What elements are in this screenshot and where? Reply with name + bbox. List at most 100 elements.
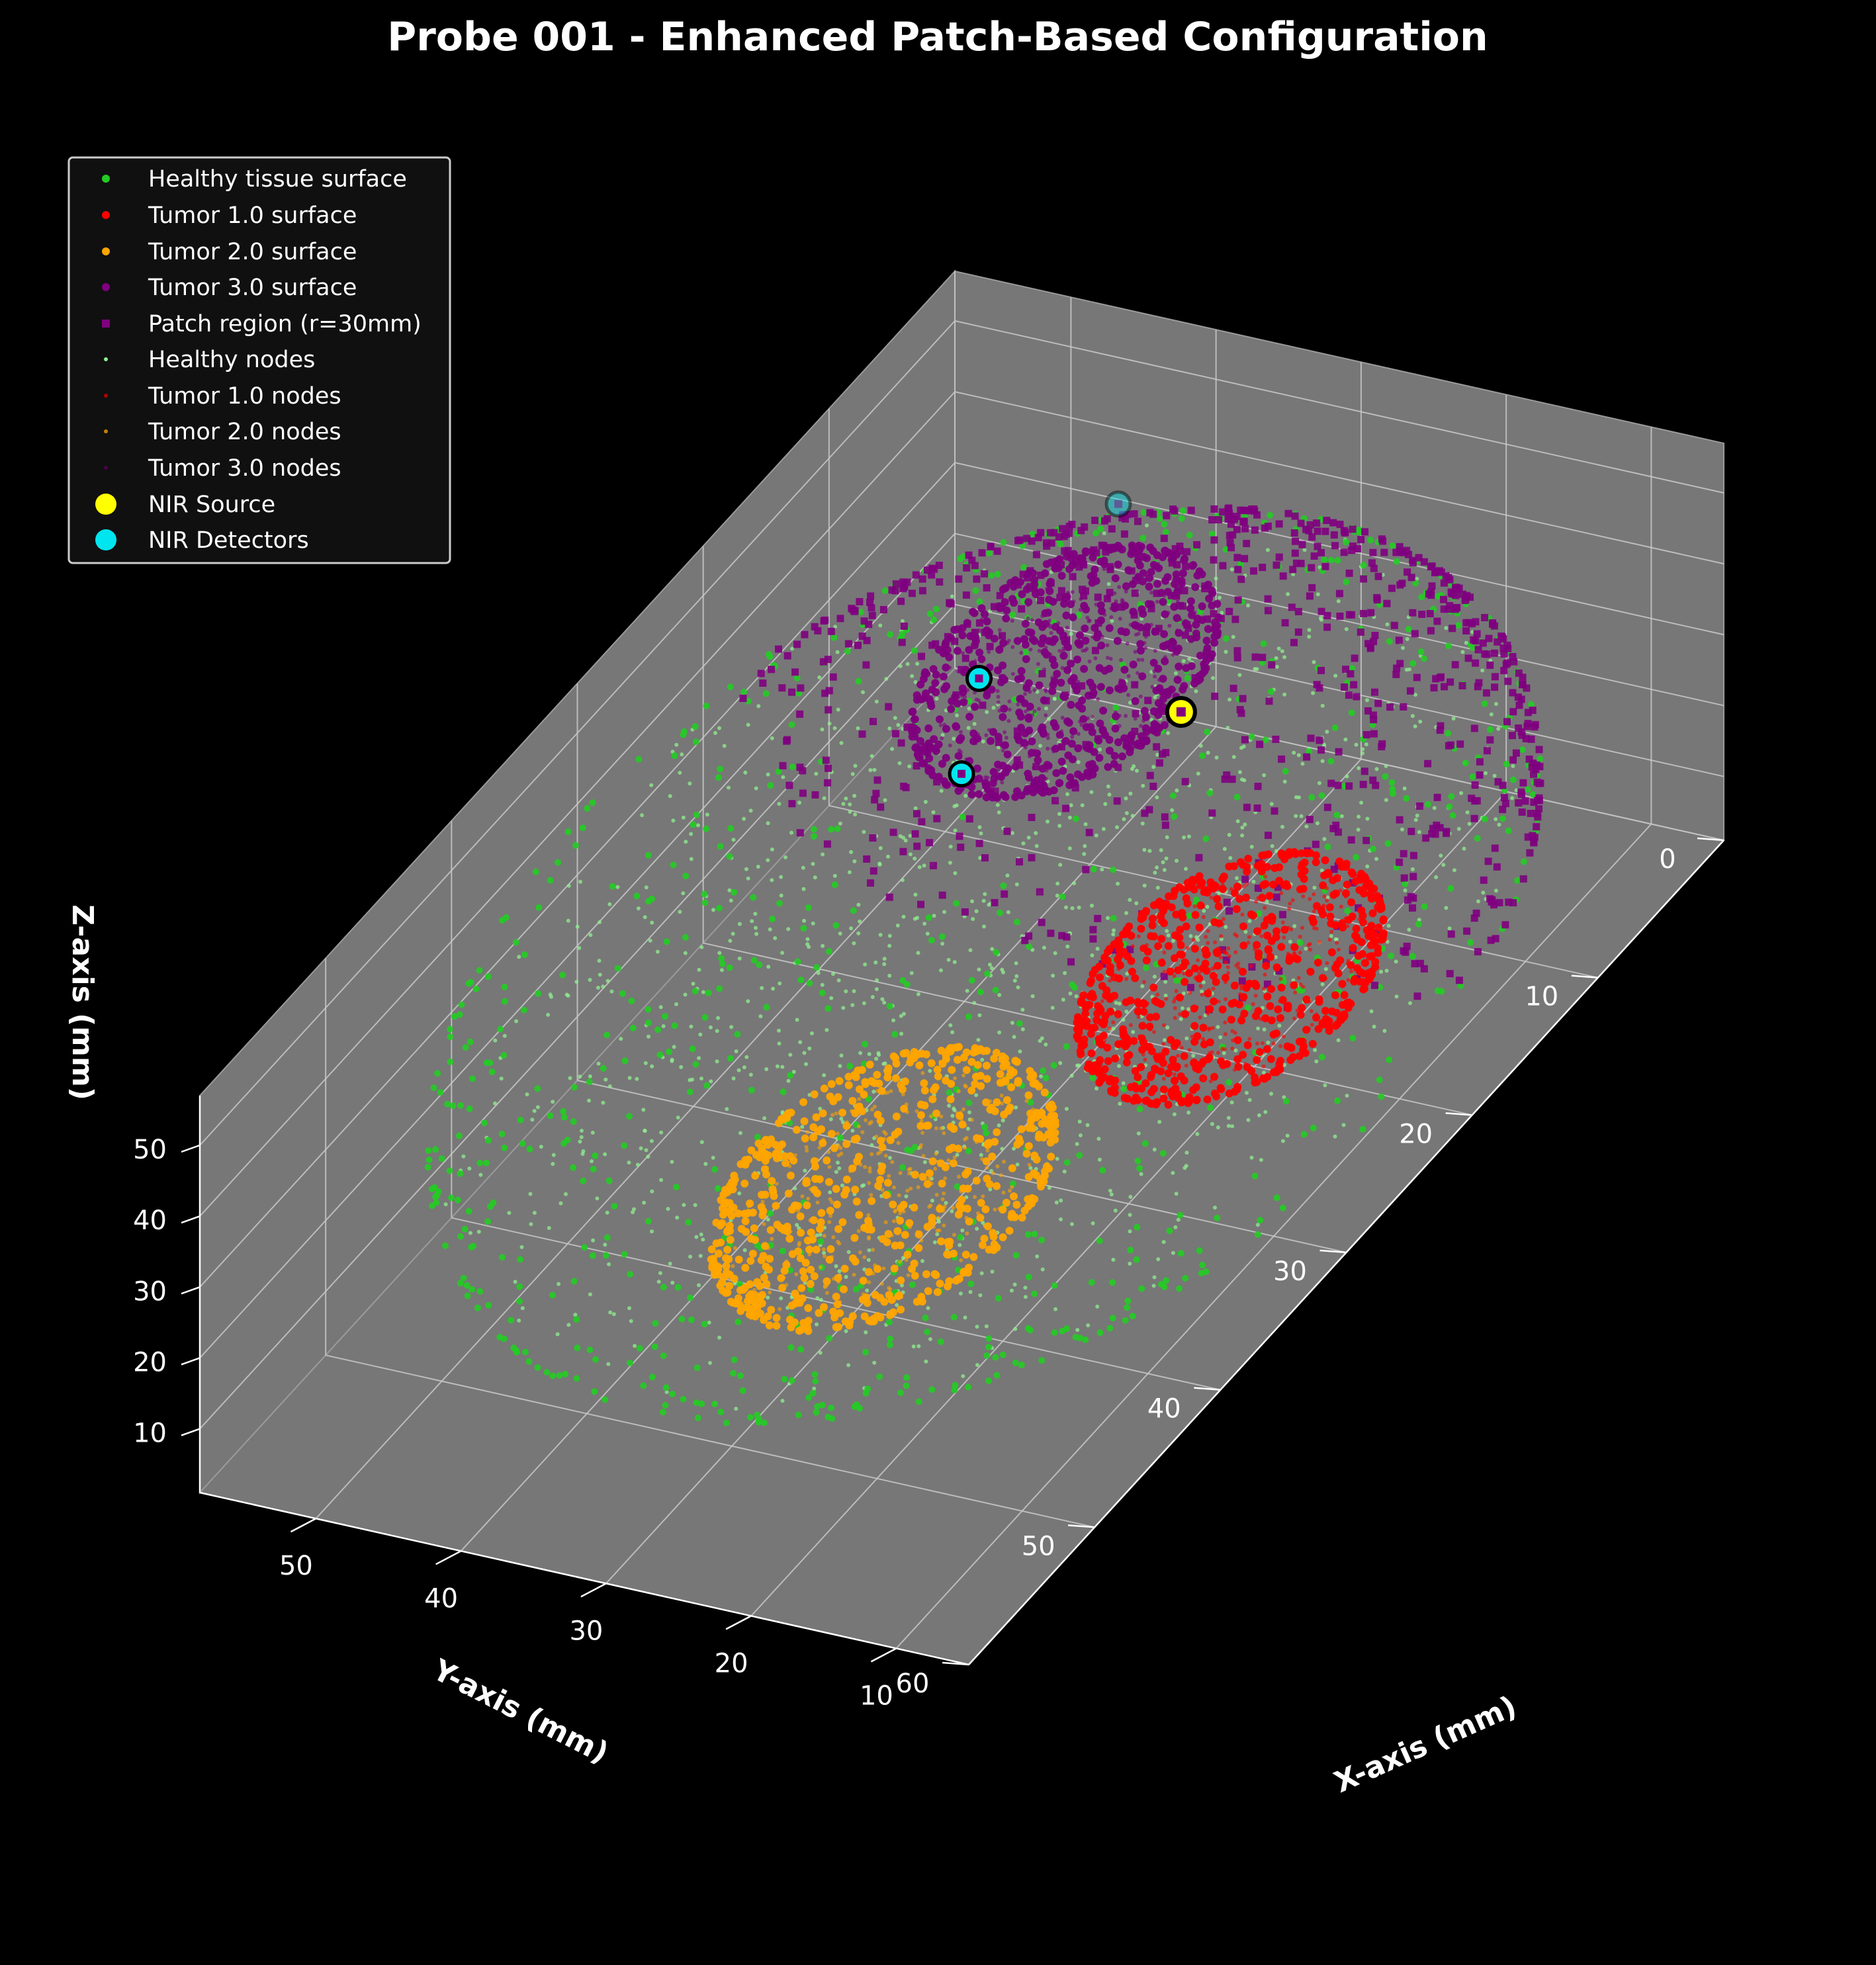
patch-region-point [1456,740,1464,748]
tumor-surface-point [933,1065,942,1074]
healthy-node-point [670,1160,674,1164]
patch-region-point [1058,932,1066,939]
tumor-surface-point [936,1280,944,1288]
tumor-surface-point [803,1323,811,1331]
healthy-node-point [588,1074,592,1078]
healthy-surface-point [1405,626,1412,633]
healthy-surface-point [1122,1317,1129,1324]
healthy-node-point [1091,1221,1095,1225]
healthy-node-point [1316,821,1319,826]
patch-region-point [1530,838,1538,846]
healthy-node-point [1434,875,1439,879]
tumor-node-point [1251,1002,1255,1006]
tumor-node-point [1161,1041,1166,1046]
tumor-surface-point [1351,932,1359,940]
healthy-node-point [1320,703,1325,708]
tumor-surface-point [1240,1010,1249,1018]
healthy-node-point [898,664,903,668]
healthy-surface-point [928,937,935,944]
healthy-node-point [1194,689,1198,693]
tumor-surface-point [1094,736,1103,745]
healthy-node-point [1175,788,1179,793]
healthy-surface-point [1171,813,1178,820]
healthy-surface-point [828,1405,835,1411]
healthy-node-point [963,1315,967,1320]
tumor-surface-point [1263,992,1272,1001]
healthy-surface-point [983,1352,991,1359]
tumor-node-point [1213,940,1218,945]
healthy-node-point [815,1296,820,1301]
tumor-node-point [1338,889,1343,893]
tumor-node-point [934,1152,938,1156]
healthy-surface-point [1262,736,1269,744]
patch-region-point [1348,546,1355,554]
healthy-surface-point [484,1218,492,1225]
healthy-node-point [878,846,883,850]
patch-region-point [1463,927,1471,935]
healthy-surface-point [652,1320,659,1327]
tumor-surface-point [967,1058,976,1066]
patch-region-point [1226,509,1233,517]
tumor-node-point [1172,974,1177,979]
healthy-node-point [461,1154,466,1158]
healthy-surface-point [602,1252,609,1259]
healthy-surface-point [692,988,699,995]
healthy-surface-point [1162,529,1169,536]
healthy-node-point [1107,793,1112,797]
tumor-surface-point [873,1110,882,1119]
healthy-node-point [1345,1094,1349,1098]
tumor-node-point [1046,746,1050,751]
tumor-surface-point [1319,974,1327,983]
tumor-surface-point [801,1134,809,1143]
healthy-node-point [1184,1036,1189,1041]
healthy-node-point [737,1191,742,1196]
patch-region-point [1314,543,1321,550]
tumor-surface-point [1170,1076,1179,1085]
healthy-node-point [680,752,684,757]
healthy-surface-point [762,690,770,697]
tumor-node-point [1301,984,1306,989]
tumor-node-point [867,1235,871,1239]
tumor-surface-point [1030,1151,1039,1160]
tumor-node-point [1322,895,1327,899]
patch-region-point [1440,605,1448,613]
tumor-surface-point [1086,979,1094,987]
healthy-surface-point [1386,1056,1393,1063]
tumor-node-point [1223,1020,1228,1025]
healthy-surface-point [1222,635,1229,642]
patch-region-point [1126,945,1134,953]
tumor-surface-point [1051,1135,1059,1144]
tumor-node-point [1128,1023,1133,1027]
healthy-node-point [1386,924,1391,928]
patch-region-point [1403,942,1411,950]
healthy-node-point [1492,773,1497,778]
healthy-node-point [659,1178,664,1182]
patch-region-point [1518,808,1526,816]
tumor-surface-point [789,1157,798,1165]
healthy-node-point [867,1248,871,1252]
patch-region-point [990,603,998,611]
patch-region-point [1491,683,1499,691]
healthy-node-point [1106,582,1111,586]
tumor-surface-point [945,1241,954,1250]
patch-region-point [1441,683,1448,691]
tumor-surface-point [996,1070,1005,1078]
patch-region-point [1398,580,1406,588]
tumor-surface-point [884,1230,893,1239]
tumor-surface-point [1369,937,1378,945]
tumor-node-point [860,1130,865,1135]
healthy-node-point [762,1116,767,1121]
healthy-node-point [1065,792,1069,797]
healthy-surface-point [501,1144,508,1151]
tumor-node-point [1172,1072,1177,1076]
healthy-surface-point [1298,987,1306,994]
healthy-surface-point [669,1391,676,1397]
healthy-surface-point [1018,1362,1025,1369]
tumor-node-point [1221,917,1226,922]
tumor-surface-point [1125,1051,1134,1059]
tumor-surface-point [1321,856,1329,865]
healthy-surface-point [674,1284,682,1291]
healthy-node-point [886,854,890,859]
healthy-node-point [1082,852,1087,856]
patch-region-point [1357,628,1364,636]
